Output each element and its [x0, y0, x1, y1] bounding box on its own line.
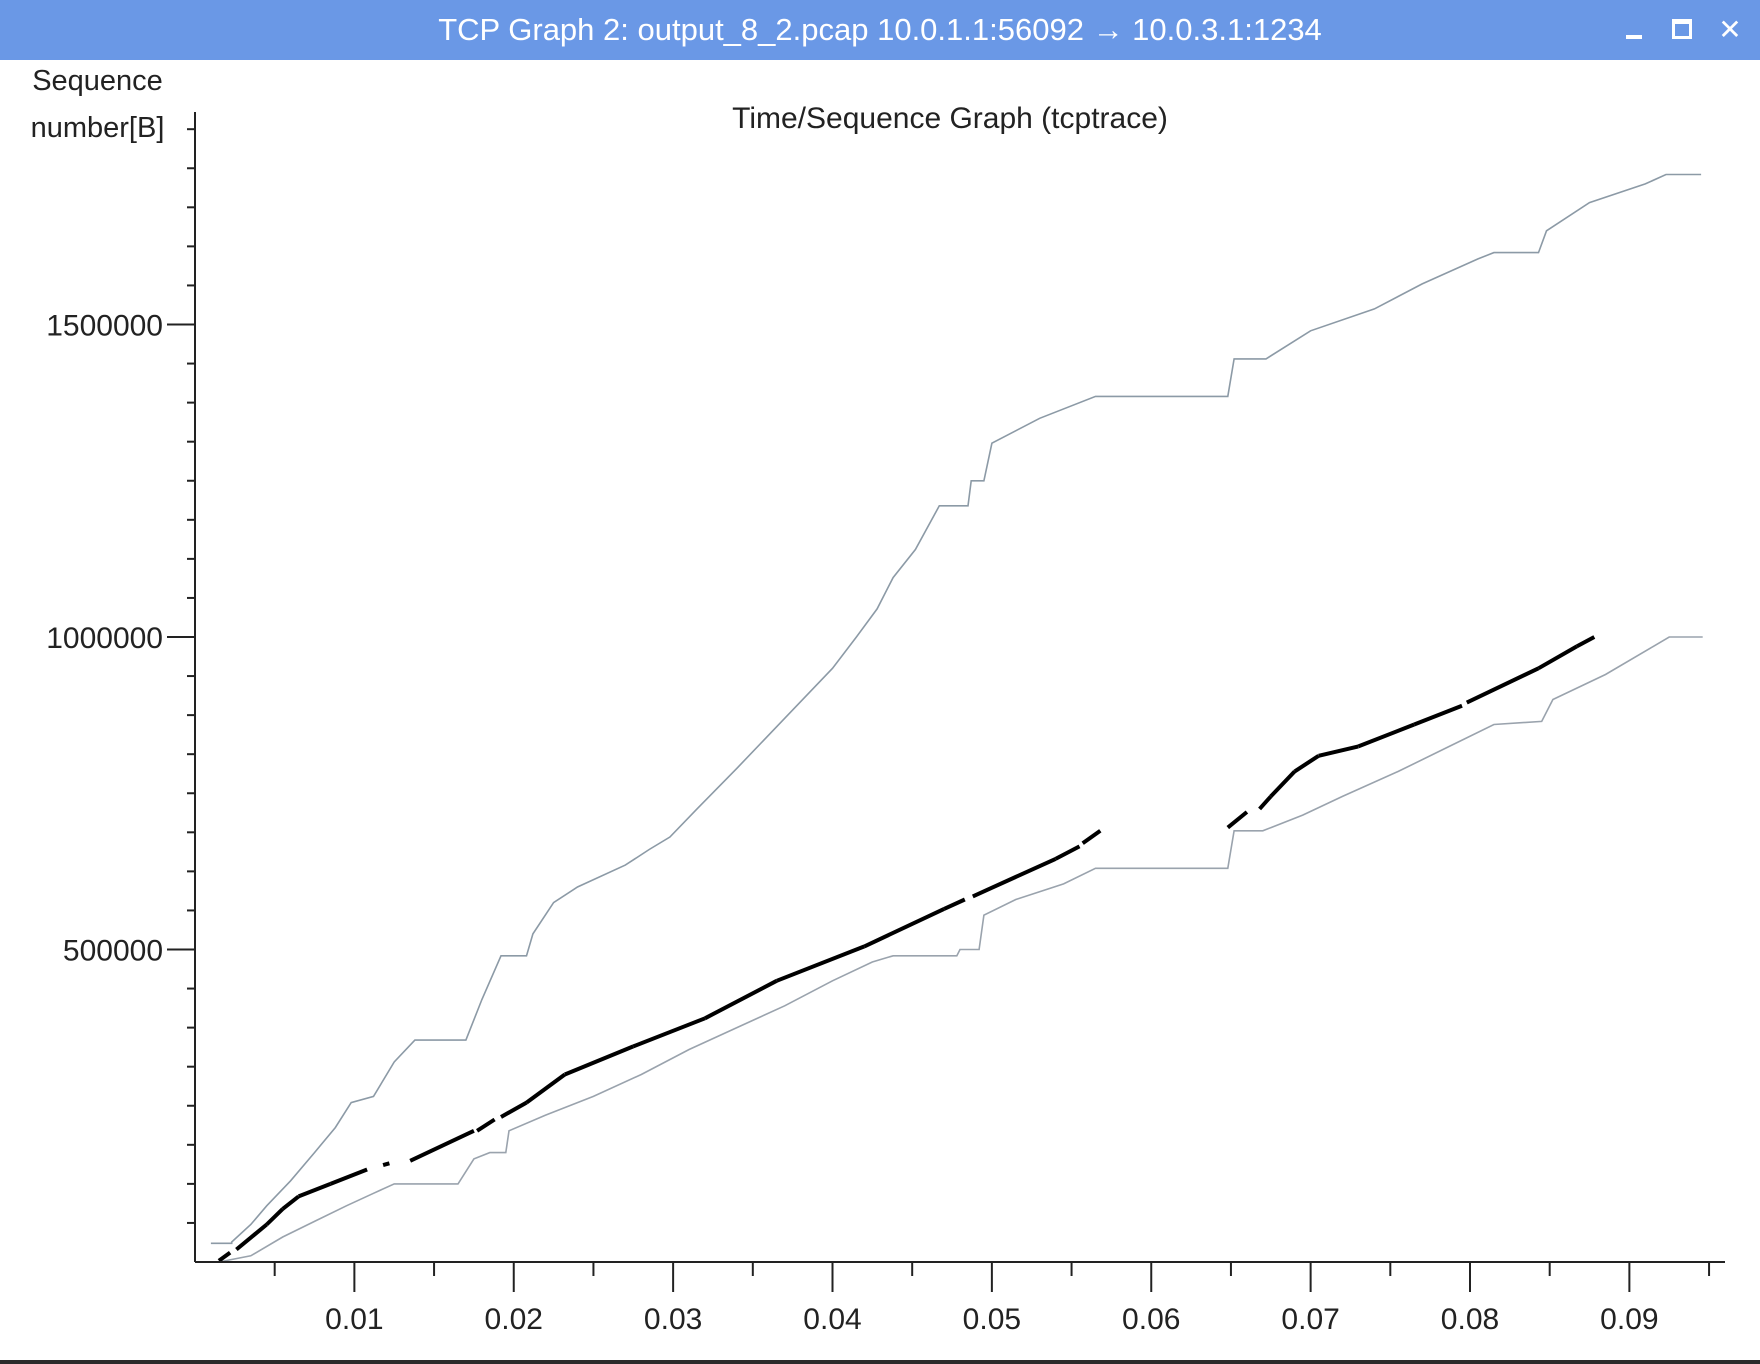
window-bottom-border: [0, 1360, 1760, 1364]
data-segment: [265, 1207, 285, 1226]
x-tick-label: 0.05: [963, 1303, 1021, 1336]
data-segment: [632, 1016, 706, 1049]
maximize-icon[interactable]: [1662, 10, 1702, 50]
x-tick-label: 0.01: [325, 1303, 383, 1336]
window-title: TCP Graph 2: output_8_2.pcap 10.0.1.1:56…: [438, 12, 1322, 47]
data-segment: [704, 979, 778, 1021]
data-segment: [863, 907, 945, 949]
y-tick-label: 1000000: [46, 622, 163, 655]
ack-line: [218, 636, 1703, 1263]
data-segment: [943, 897, 966, 911]
data-segment: [1293, 754, 1320, 774]
data-segment: [1269, 770, 1297, 798]
minimize-icon[interactable]: [1614, 10, 1654, 50]
data-segment: [217, 1250, 232, 1263]
data-segment: [1054, 844, 1081, 861]
data-segment: [1357, 722, 1415, 749]
data-segment: [1537, 644, 1578, 671]
close-icon[interactable]: ✕: [1718, 14, 1742, 45]
data-segment: [1318, 744, 1359, 758]
data-segment: [1258, 795, 1273, 811]
data-segment: [476, 1117, 496, 1133]
title-bar[interactable]: TCP Graph 2: output_8_2.pcap 10.0.1.1:56…: [0, 0, 1760, 60]
data-segment: [409, 1128, 475, 1163]
data-segment: [1226, 810, 1249, 830]
x-tick-label: 0.04: [803, 1303, 861, 1336]
data-segment: [1081, 829, 1102, 845]
data-segment: [564, 1044, 635, 1077]
y-tick-label: 500000: [63, 935, 163, 968]
data-segment: [525, 1072, 566, 1105]
x-tick-label: 0.03: [644, 1303, 702, 1336]
data-segment: [297, 1182, 332, 1199]
x-tick-label: 0.02: [485, 1303, 543, 1336]
data-segment: [329, 1167, 368, 1186]
x-tick-label: 0.06: [1122, 1303, 1180, 1336]
data-segment: [1465, 666, 1540, 705]
y-axis-label: Sequence number[B]: [30, 65, 165, 144]
data-segment: [1575, 635, 1596, 649]
x-tick-label: 0.07: [1281, 1303, 1339, 1336]
data-segment: [235, 1222, 268, 1252]
data-segment: [971, 857, 1057, 899]
data-segment: [1413, 703, 1463, 727]
data-segment: [382, 1161, 390, 1168]
x-tick-label: 0.09: [1600, 1303, 1658, 1336]
chart-title: Time/Sequence Graph (tcptrace): [732, 102, 1168, 135]
x-tick-label: 0.08: [1441, 1303, 1499, 1336]
data-segment: [775, 944, 866, 983]
data-segment: [500, 1100, 528, 1119]
receive-window-line: [210, 173, 1702, 1245]
data-segment: [281, 1194, 300, 1211]
y-tick-label: 1500000: [46, 310, 163, 343]
